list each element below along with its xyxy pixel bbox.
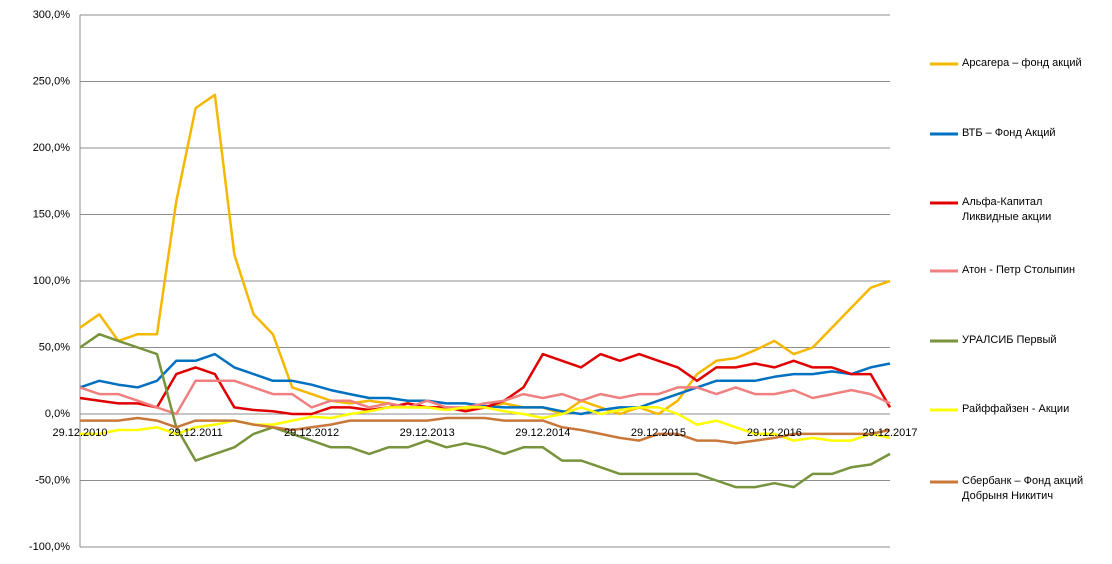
- series-line: [80, 416, 891, 445]
- legend-label: Райффайзен - Акции: [962, 403, 1070, 415]
- x-tick-label: 29.12.2014: [515, 427, 570, 439]
- x-tick-label: 29.12.2013: [400, 427, 455, 439]
- y-tick-label: 250,0%: [33, 75, 71, 87]
- series-line: [79, 332, 891, 489]
- x-tick-label: 29.12.2010: [52, 427, 107, 439]
- y-tick-label: 0,0%: [45, 408, 70, 420]
- y-tick-label: 150,0%: [33, 208, 71, 220]
- y-tick-label: -50,0%: [35, 474, 70, 486]
- series-line: [80, 406, 891, 442]
- y-tick-label: 100,0%: [33, 275, 71, 287]
- y-tick-label: -100,0%: [29, 541, 70, 553]
- x-tick-label: 29.12.2012: [284, 427, 339, 439]
- legend-label: УРАЛСИБ Первый: [962, 334, 1057, 346]
- series-line: [79, 379, 891, 416]
- x-tick-label: 29.12.2017: [862, 427, 917, 439]
- series-line: [79, 352, 891, 416]
- y-tick-label: 50,0%: [39, 341, 70, 353]
- legend-label: Атон - Петр Столыпин: [962, 264, 1076, 276]
- x-tick-label: 29.12.2016: [747, 427, 802, 439]
- y-tick-label: 200,0%: [33, 142, 71, 154]
- legend-label: Сбербанк – Фонд акций Добрыня Никитич: [962, 475, 1084, 502]
- legend-label: Арсагера – фонд акций: [962, 57, 1082, 69]
- x-tick-label: 29.12.2015: [631, 427, 686, 439]
- legend-label: Альфа-Капитал Ликвидные акции: [962, 196, 1052, 223]
- x-tick-label: 29.12.2011: [168, 427, 222, 439]
- legend-label: ВТБ – Фонд Акций: [962, 127, 1056, 139]
- y-tick-label: 300,0%: [33, 9, 71, 21]
